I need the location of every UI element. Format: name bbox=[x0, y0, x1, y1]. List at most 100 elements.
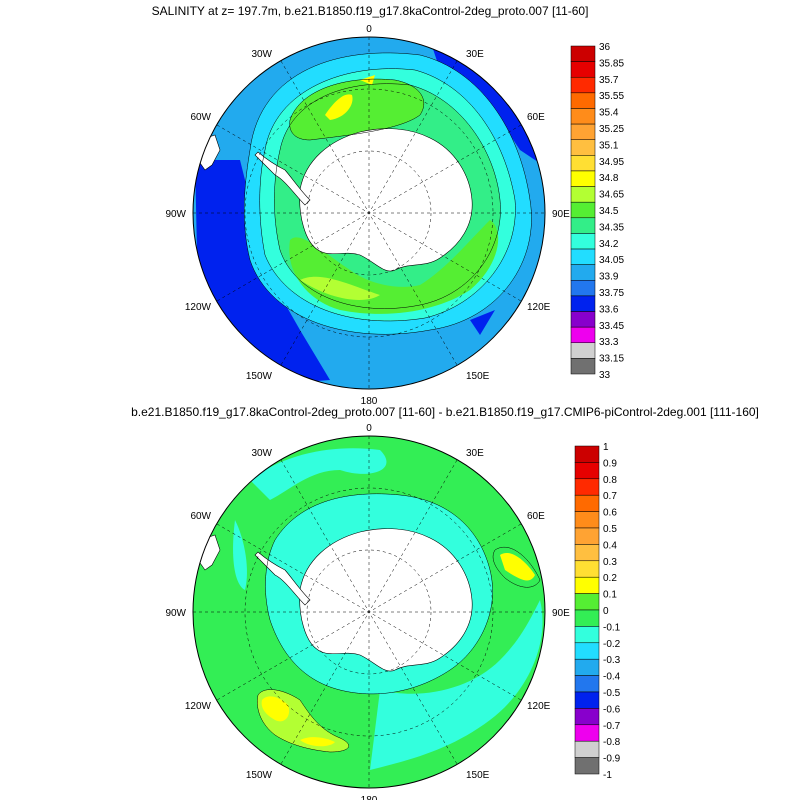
longitude-label: 0 bbox=[366, 423, 372, 434]
colorbar-swatch bbox=[570, 233, 596, 250]
colorbar-label: 0.5 bbox=[603, 524, 617, 535]
longitude-label: 150W bbox=[246, 371, 273, 382]
colorbar-swatch bbox=[574, 445, 600, 463]
colorbar-label: -0.9 bbox=[603, 754, 621, 765]
colorbar-label: 34.35 bbox=[599, 222, 624, 233]
colorbar-label: -0.3 bbox=[603, 655, 621, 666]
colorbar-swatch bbox=[570, 45, 596, 62]
colorbar-label: 34.95 bbox=[599, 157, 624, 168]
longitude-label: 60E bbox=[527, 112, 545, 123]
colorbar-label: -0.7 bbox=[603, 721, 621, 732]
colorbar-label: 34.5 bbox=[599, 206, 619, 217]
colorbar-label: 33.9 bbox=[599, 272, 619, 283]
colorbar-swatch bbox=[574, 560, 600, 578]
colorbar-label: 0.9 bbox=[603, 458, 617, 469]
longitude-label: 0 bbox=[366, 24, 372, 35]
colorbar-swatch bbox=[570, 108, 596, 125]
longitude-label: 90E bbox=[552, 209, 570, 220]
longitude-label: 60W bbox=[190, 511, 211, 522]
colorbar-label: 35.85 bbox=[599, 58, 624, 69]
colorbar-swatch bbox=[570, 201, 596, 219]
colorbar-label: -0.8 bbox=[603, 737, 621, 748]
colorbar-label: -0.1 bbox=[603, 622, 621, 633]
longitude-label: 60W bbox=[190, 112, 211, 123]
colorbar-label: 35.25 bbox=[599, 124, 624, 135]
colorbar-label: -0.6 bbox=[603, 704, 621, 715]
longitude-label: 90E bbox=[552, 608, 570, 619]
longitude-label: 30E bbox=[466, 49, 484, 60]
salinity-difference-map bbox=[193, 436, 545, 788]
longitude-label: 180 bbox=[361, 795, 378, 800]
longitude-label: 90W bbox=[165, 209, 186, 220]
colorbar-label: 0.3 bbox=[603, 557, 617, 568]
longitude-label: 30E bbox=[466, 448, 484, 459]
longitude-label: 150E bbox=[466, 770, 490, 781]
colorbar-label: -1 bbox=[603, 770, 612, 781]
longitude-label: 60E bbox=[527, 511, 545, 522]
colorbar-swatch bbox=[574, 462, 600, 480]
colorbar-swatch bbox=[570, 326, 596, 344]
colorbar-swatch bbox=[574, 658, 600, 676]
colorbar-label: -0.4 bbox=[603, 672, 621, 683]
colorbar-label: 0.2 bbox=[603, 573, 617, 584]
colorbar-label: -0.2 bbox=[603, 639, 621, 650]
colorbar-label: 0.4 bbox=[603, 540, 617, 551]
colorbar-swatch bbox=[574, 511, 600, 529]
colorbar-swatch bbox=[570, 76, 596, 94]
colorbar-swatch bbox=[570, 186, 596, 203]
colorbar-label: 0 bbox=[603, 606, 609, 617]
longitude-label: 90W bbox=[165, 608, 186, 619]
colorbar-swatch bbox=[570, 217, 596, 234]
colorbar-label: 35.4 bbox=[599, 108, 619, 119]
panel2-title: b.e21.B1850.f19_g17.8kaControl-2deg_prot… bbox=[131, 405, 759, 419]
colorbar-swatch bbox=[570, 139, 596, 156]
longitude-label: 150W bbox=[246, 770, 273, 781]
colorbar-swatch bbox=[574, 642, 600, 660]
colorbar-label: 33.75 bbox=[599, 288, 624, 299]
colorbar-label: 1 bbox=[603, 442, 609, 453]
longitude-label: 120E bbox=[527, 701, 551, 712]
colorbar-swatch bbox=[570, 92, 596, 109]
colorbar-label: 35.55 bbox=[599, 91, 624, 102]
colorbar-label: 33.3 bbox=[599, 337, 619, 348]
colorbar-label: 0.6 bbox=[603, 508, 617, 519]
colorbar-swatch bbox=[570, 358, 596, 375]
colorbar-label: 0.1 bbox=[603, 590, 617, 601]
longitude-label: 180 bbox=[361, 396, 378, 407]
colorbar-swatch bbox=[574, 757, 600, 775]
colorbar-label: 34.05 bbox=[599, 255, 624, 266]
colorbar-swatch bbox=[570, 311, 596, 328]
colorbar-label: 34.8 bbox=[599, 173, 619, 184]
colorbar-swatch bbox=[574, 626, 600, 644]
colorbar-swatch bbox=[574, 593, 600, 611]
colorbar-label: 33.15 bbox=[599, 354, 624, 365]
colorbar-label: 33.6 bbox=[599, 304, 619, 315]
colorbar-swatch bbox=[574, 691, 600, 709]
colorbar-swatch bbox=[574, 740, 600, 758]
colorbar-swatch bbox=[574, 527, 600, 545]
colorbar-swatch bbox=[570, 61, 596, 78]
colorbar-swatch bbox=[570, 342, 596, 359]
colorbar-label: 34.2 bbox=[599, 239, 619, 250]
colorbar-swatch bbox=[574, 675, 600, 693]
longitude-label: 120E bbox=[527, 302, 551, 313]
colorbar-label: 0.7 bbox=[603, 491, 617, 502]
colorbar-swatch bbox=[574, 494, 600, 512]
longitude-label: 30W bbox=[251, 448, 272, 459]
colorbar-swatch bbox=[574, 609, 600, 627]
longitude-label: 120W bbox=[185, 701, 212, 712]
colorbar-swatch bbox=[574, 724, 600, 742]
colorbar-label: -0.5 bbox=[603, 688, 621, 699]
colorbar-label: 35.7 bbox=[599, 75, 619, 86]
longitude-label: 120W bbox=[185, 302, 212, 313]
colorbar-swatch bbox=[574, 708, 600, 726]
colorbar-swatch bbox=[574, 478, 600, 496]
colorbar-swatch bbox=[570, 264, 596, 281]
colorbar-label: 33 bbox=[599, 370, 611, 381]
colorbar-label: 33.45 bbox=[599, 321, 624, 332]
colorbar-swatch bbox=[570, 248, 596, 265]
longitude-label: 150E bbox=[466, 371, 490, 382]
colorbar-label: 0.8 bbox=[603, 475, 617, 486]
colorbar-label: 36 bbox=[599, 42, 611, 53]
